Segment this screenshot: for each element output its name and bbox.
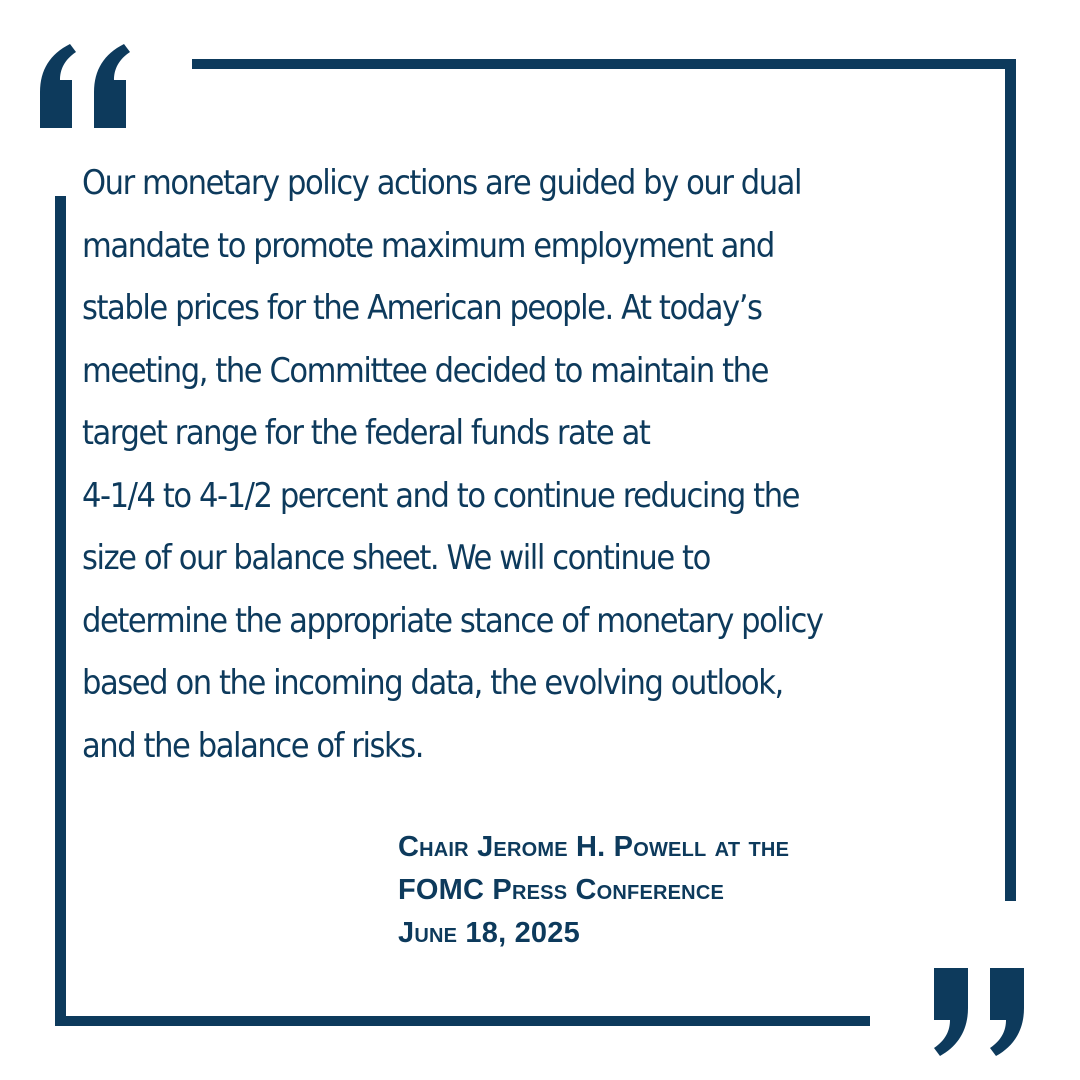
quote-line: based on the incoming data, the evolving… (82, 663, 784, 703)
attribution: Chair Jerome H. Powell at the FOMC Press… (398, 826, 789, 955)
quote-line: target range for the federal funds rate … (82, 413, 651, 453)
close-quote-icon (922, 962, 1032, 1062)
quote-line: determine the appropriate stance of mone… (82, 600, 824, 641)
quote-line: mandate to promote maximum employment an… (82, 225, 775, 266)
frame-right-border (1005, 59, 1016, 901)
attribution-speaker: Chair Jerome H. Powell at the (398, 831, 790, 863)
quote-line: stable prices for the American people. A… (82, 288, 763, 328)
frame-left-border (55, 196, 66, 1026)
quote-line: 4-1/4 to 4-1/2 percent and to continue r… (82, 475, 801, 516)
open-quote-icon (32, 40, 142, 140)
frame-top-border (192, 59, 1016, 69)
quote-line: size of our balance sheet. We will conti… (82, 538, 711, 578)
quote-line: meeting, the Committee decided to mainta… (82, 350, 769, 391)
attribution-date: June 18, 2025 (398, 917, 580, 949)
quote-text: Our monetary policy actions are guided b… (82, 152, 910, 777)
attribution-event: FOMC Press Conference (398, 874, 725, 906)
frame-bottom-border (55, 1016, 870, 1026)
quote-line: and the balance of risks. (82, 725, 425, 766)
quote-line: Our monetary policy actions are guided b… (82, 163, 803, 203)
